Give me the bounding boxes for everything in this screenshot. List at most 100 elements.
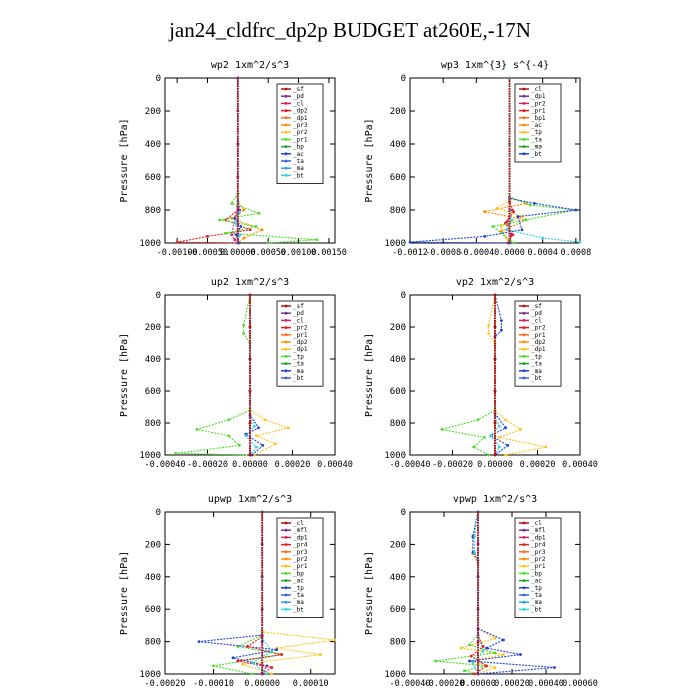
legend-label: _cl: [531, 86, 542, 93]
legend-marker: [522, 347, 526, 351]
legend-marker: [522, 376, 526, 380]
y-tick-label: 800: [390, 419, 406, 429]
data-point: [499, 230, 503, 233]
legend-box: [276, 83, 324, 184]
legend-marker: [522, 536, 526, 539]
legend-label: _bt: [293, 375, 304, 382]
data-point: [504, 426, 508, 430]
y-tick-label: 200: [145, 107, 161, 117]
x-tick-label: 0.00100: [281, 248, 317, 258]
data-point: [472, 445, 476, 449]
data-point: [574, 208, 578, 212]
data-point: [254, 445, 258, 449]
legend-label: _pr3: [531, 549, 546, 556]
data-point: [578, 240, 582, 244]
data-point: [242, 324, 246, 327]
y-tick-label: 1000: [139, 670, 161, 680]
series-line-ta: [489, 294, 509, 456]
data-point: [251, 661, 254, 665]
y-tick-label: 600: [145, 387, 161, 397]
data-point: [532, 202, 536, 205]
legend-marker: [284, 557, 288, 561]
x-tick-label: -0.00020: [424, 679, 465, 689]
data-point: [487, 332, 491, 335]
legend-marker: [522, 311, 526, 315]
x-tick-label: -0.00050: [187, 248, 228, 258]
data-point: [493, 666, 497, 669]
data-point: [319, 653, 322, 656]
y-tick-label: 600: [390, 173, 406, 183]
legend-label: _pr1: [293, 136, 308, 143]
data-point: [487, 453, 491, 457]
data-point: [206, 235, 209, 238]
data-point: [270, 666, 274, 669]
data-point: [541, 236, 545, 240]
data-point: [231, 656, 235, 660]
legend-marker: [522, 521, 526, 525]
legend-label: _dp1: [531, 534, 546, 541]
legend-label: _cl: [531, 317, 542, 324]
legend-marker: [284, 340, 288, 344]
legend-box: [514, 517, 562, 618]
data-point: [481, 645, 485, 648]
x-tick-label: 0.00020: [494, 679, 530, 689]
legend-marker: [284, 536, 288, 539]
data-point: [280, 653, 283, 656]
data-point: [246, 645, 249, 648]
data-point: [408, 240, 412, 244]
legend-label: _pr4: [531, 542, 546, 549]
legend-label: _ma: [293, 165, 304, 172]
y-tick-label: 0: [401, 508, 406, 518]
series-line-ta: [244, 295, 264, 456]
legend-label: _pr1: [293, 332, 308, 339]
data-point: [511, 233, 515, 237]
y-tick-label: 400: [145, 355, 161, 365]
legend-label: _dp1: [293, 346, 308, 353]
plot-frame: [164, 77, 336, 244]
data-point: [174, 452, 178, 455]
data-point: [471, 661, 475, 665]
x-tick-label: -0.00010: [193, 679, 234, 689]
legend-label: _pr2: [293, 325, 308, 332]
legend-marker: [284, 326, 288, 329]
legend-label: _bt: [293, 172, 304, 179]
data-point: [508, 241, 511, 245]
legend-marker: [284, 152, 288, 156]
y-tick-label: 1000: [384, 451, 406, 461]
y-tick-label: 400: [390, 573, 406, 583]
x-tick-label: 0.00040: [562, 460, 598, 470]
data-point: [242, 236, 246, 240]
y-tick-label: 1000: [384, 670, 406, 680]
data-point: [274, 442, 277, 446]
legend-marker: [284, 94, 288, 98]
legend-marker: [522, 528, 526, 532]
legend-marker: [284, 116, 288, 120]
legend-label: _ta: [293, 158, 304, 165]
data-point: [195, 428, 199, 431]
legend-box: [514, 83, 562, 163]
y-tick-label: 0: [401, 291, 406, 301]
legend-marker: [522, 586, 526, 590]
data-point: [497, 424, 501, 428]
legend-marker: [522, 369, 526, 373]
data-point: [242, 332, 246, 335]
legend-marker: [284, 123, 288, 127]
data-point: [489, 434, 493, 438]
legend-marker: [284, 311, 288, 315]
legend-label: _pr2: [531, 556, 546, 563]
legend-label: _bt: [531, 151, 542, 158]
data-point: [519, 428, 522, 431]
data-point: [234, 221, 237, 225]
data-point: [238, 233, 242, 237]
legend-marker: [522, 543, 526, 546]
data-point: [286, 426, 290, 430]
legend-label: _pr1: [531, 332, 546, 339]
data-point: [495, 206, 499, 210]
legend-marker: [522, 593, 526, 597]
data-point: [544, 445, 548, 449]
legend-marker: [522, 340, 526, 344]
data-point: [504, 453, 508, 457]
series-line-dp2: [176, 78, 253, 244]
data-point: [482, 436, 486, 439]
x-tick-label: 0.00040: [528, 679, 564, 689]
